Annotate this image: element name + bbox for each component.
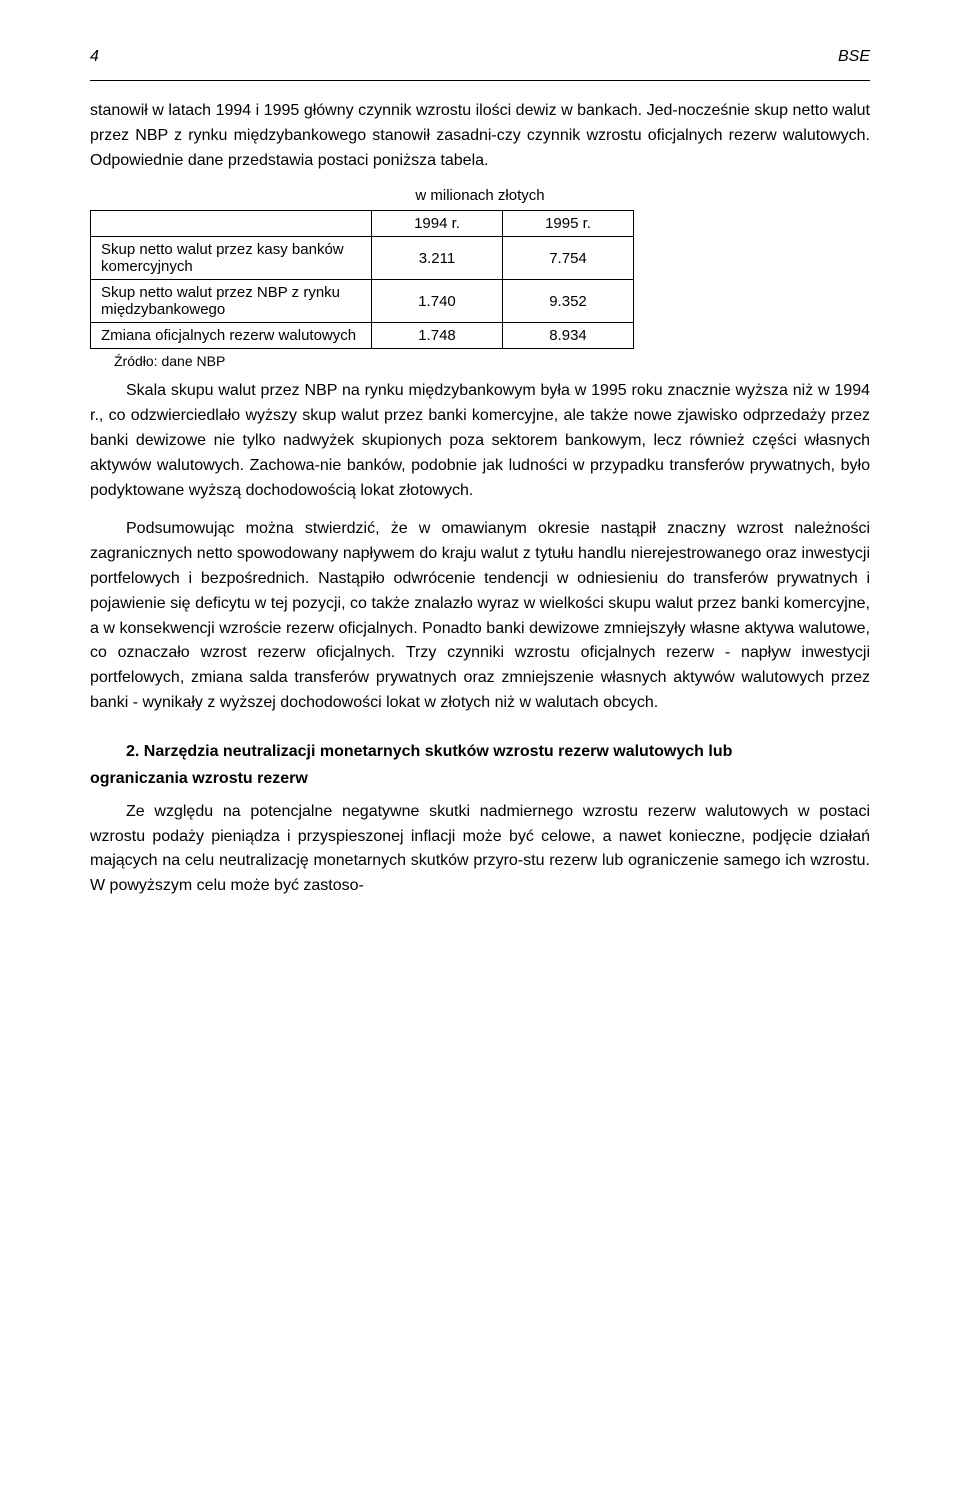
table-cell: 1.740 — [372, 280, 503, 323]
table-cell: 9.352 — [503, 280, 634, 323]
table-caption: w milionach złotych — [90, 187, 870, 204]
table-header-col2: 1995 r. — [503, 211, 634, 237]
paragraph-3: Podsumowując można stwierdzić, że w omaw… — [90, 517, 870, 715]
header-rule — [90, 80, 870, 81]
section-heading-line2: ograniczania wzrostu rezerw — [90, 770, 870, 788]
paragraph-1: stanowił w latach 1994 i 1995 główny czy… — [90, 99, 870, 173]
section-heading-line1: 2. Narzędzia neutralizacji monetarnych s… — [90, 740, 870, 764]
page-header: 4 BSE — [90, 48, 870, 66]
paragraph-4: Ze względu na potencjalne negatywne skut… — [90, 800, 870, 899]
header-bse: BSE — [838, 48, 870, 66]
table-row: Zmiana oficjalnych rezerw walutowych 1.7… — [91, 323, 634, 349]
table-cell: 7.754 — [503, 237, 634, 280]
page-number: 4 — [90, 48, 99, 66]
page: 4 BSE stanowił w latach 1994 i 1995 głów… — [0, 0, 960, 1490]
table-row: Skup netto walut przez kasy banków komer… — [91, 237, 634, 280]
table-row-label: Skup netto walut przez NBP z rynku międz… — [91, 280, 372, 323]
table-cell: 3.211 — [372, 237, 503, 280]
table-cell: 1.748 — [372, 323, 503, 349]
section-heading-text1: 2. Narzędzia neutralizacji monetarnych s… — [126, 743, 732, 760]
paragraph-2: Skala skupu walut przez NBP na rynku mię… — [90, 379, 870, 503]
table-source: Źródło: dane NBP — [114, 353, 870, 369]
data-table: 1994 r. 1995 r. Skup netto walut przez k… — [90, 210, 634, 349]
table-header-empty — [91, 211, 372, 237]
table-cell: 8.934 — [503, 323, 634, 349]
table-header-col1: 1994 r. — [372, 211, 503, 237]
table-row-label: Zmiana oficjalnych rezerw walutowych — [91, 323, 372, 349]
table-row: Skup netto walut przez NBP z rynku międz… — [91, 280, 634, 323]
table-row-label: Skup netto walut przez kasy banków komer… — [91, 237, 372, 280]
table-header-row: 1994 r. 1995 r. — [91, 211, 634, 237]
